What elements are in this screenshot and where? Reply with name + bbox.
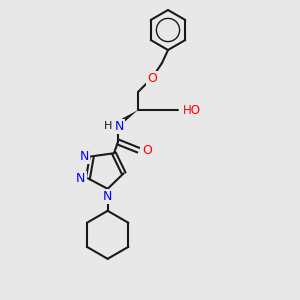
Polygon shape [116,110,138,126]
Text: O: O [142,143,152,157]
Text: N: N [114,119,124,133]
Text: N: N [76,172,86,185]
Text: O: O [147,71,157,85]
Text: H: H [104,121,112,131]
Text: HO: HO [183,103,201,116]
Text: N: N [103,190,112,203]
Text: N: N [80,150,89,163]
